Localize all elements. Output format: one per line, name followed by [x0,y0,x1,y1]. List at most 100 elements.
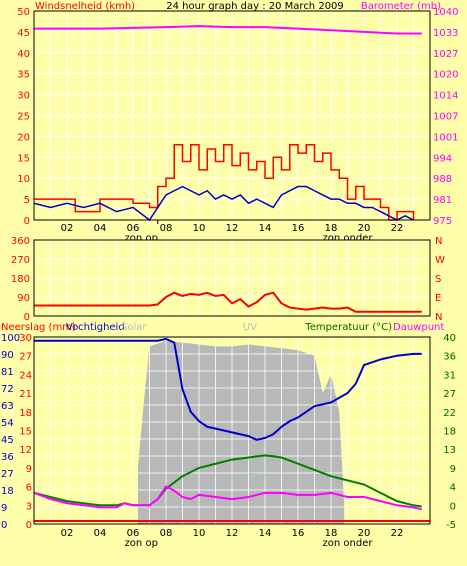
panel2-ytick-right: N [435,236,442,247]
panel1-sunrise-label: zon op [125,233,158,244]
panel1-sunset-label: zon onder [323,233,374,244]
panel3-ytick-mm: 0 [26,520,32,531]
panel3-uv-line [152,473,324,525]
panel3-ytick-right: 22 [443,408,456,419]
panel3-ytick-mm: 3 [26,501,32,512]
panel1-ytick-right: 1014 [433,91,458,102]
panel3-ytick-right: 40 [443,333,456,344]
panel3-ylabel-dewpoint: Dauwpunt [393,322,444,333]
panel3-xtick: 14 [259,528,272,539]
panel3-ytick-humidity: 0 [1,520,7,531]
panel3-frame [33,336,431,525]
panel1-ytick: 45 [17,28,30,39]
panel3-ytick-humidity: 27 [1,469,14,480]
panel1-xtick: 12 [226,223,239,234]
panel3-temp-line [33,454,422,508]
panel1-xtick: 10 [193,223,206,234]
panel1-ytick: 35 [17,70,30,81]
panel3-ytick-mm: 24 [19,370,32,381]
panel3-ytick-right: 31 [443,370,456,381]
panel3-ytick-humidity: 45 [1,435,14,446]
panel1-xtick: 04 [94,223,107,234]
panel3-solar-area [137,340,345,524]
panel1-ytick-right: 975 [433,216,452,227]
panel3-ylabel-humidity: Vochtigheid [66,322,125,333]
panel2-series-line [34,291,422,313]
panel1-ylabel-left: Windsnelheid (kmh) [35,1,135,12]
panel3-ytick-humidity: 18 [1,486,14,497]
panel1-series-line [34,144,415,221]
panel3-ytick-right: 13 [443,445,456,456]
panel2-ytick-right: N [435,312,442,323]
panel1-ytick-right: 988 [433,174,452,185]
panel3-xtick: 22 [391,528,404,539]
panel3-ytick-humidity: 54 [1,418,14,429]
panel3-ytick-humidity: 36 [1,452,14,463]
panel1-xtick: 16 [292,223,305,234]
panel3-ytick-humidity: 9 [1,503,7,514]
panel1-ytick-right: 994 [433,153,452,164]
panel3-ytick-mm: 21 [19,389,32,400]
panel2-ytick: 270 [11,255,30,266]
panel2-ytick: 360 [11,236,30,247]
panel1-ytick-right: 1007 [433,112,458,123]
panel3-ylabel-temp: Temperatuur (°C) [304,322,392,333]
panel3-ylabel-uv: UV [243,322,257,333]
panel3-xtick: 10 [193,528,206,539]
panel3-ytick-mm: 27 [19,352,32,363]
panel3-ytick-humidity: 72 [1,384,14,395]
panel3-temp-line [33,485,422,511]
panel1-ytick-right: 1033 [433,28,458,39]
panel1-ytick: 0 [24,216,30,227]
panel1-frame [33,10,431,221]
panel1-xtick: 22 [391,223,404,234]
panel1-ytick-right: 1027 [433,49,458,60]
panel3-ytick-right: 27 [443,389,456,400]
panel3-xtick: 04 [94,528,107,539]
panel1-ytick: 10 [17,174,30,185]
panel1-ytick: 40 [17,49,30,60]
panel1-xtick: 02 [61,223,74,234]
panel2-ytick: 0 [24,312,30,323]
panel3-xtick: 08 [160,528,173,539]
panel3-ylabel-solar: Solar [121,322,147,333]
panel2-frame [33,239,431,317]
panel3-ytick-mm: 9 [26,464,32,475]
panel3-ytick-humidity: 63 [1,401,14,412]
panel1-ytick-right: 1040 [433,7,458,18]
panel3-ytick-right: -5 [446,520,456,531]
panel1-xtick: 14 [259,223,272,234]
panel3-ytick-mm: 18 [19,408,32,419]
panel1-ytick: 50 [17,7,30,18]
panel3-sunrise-label: zon op [125,538,158,549]
panel3-ytick-mm: 6 [26,483,32,494]
panel1-xtick: 20 [358,223,371,234]
panel3-ytick-right: 0 [450,501,456,512]
panel1-series-line [33,185,414,222]
panel1-ytick-right: 1020 [433,70,458,81]
panel1-title: 24 hour graph day : 20 March 2009 [166,1,344,12]
panel2-ytick-right: E [435,293,441,304]
panel3-ytick-mm: 12 [19,445,32,456]
panel1-series-line [34,25,422,35]
panel1-xtick: 08 [160,223,173,234]
panel3-ylabel-rain: Neerslag (mm) [1,322,76,333]
panel3-xtick: 16 [292,528,305,539]
panel3-ytick-humidity: 100 [1,333,20,344]
panel1-ytick: 5 [24,195,30,206]
panel3-ytick-humidity: 90 [1,350,14,361]
panel3-ytick-mm: 15 [19,427,32,438]
panel1-xtick: 06 [127,223,140,234]
panel1-ytick: 30 [17,91,30,102]
panel3-humidity-line [34,337,422,441]
panel1-ytick: 20 [17,132,30,143]
panel1-xtick: 18 [325,223,338,234]
panel1-ytick: 25 [17,112,30,123]
panel3-ytick-right: 9 [450,464,456,475]
panel1-ytick-right: 981 [433,195,452,206]
panel1-ytick-right: 1001 [433,132,458,143]
panel2-ytick: 180 [11,274,30,285]
panel3-xtick: 02 [61,528,74,539]
panel1-ylabel-right: Barometer (mb) [361,1,441,12]
